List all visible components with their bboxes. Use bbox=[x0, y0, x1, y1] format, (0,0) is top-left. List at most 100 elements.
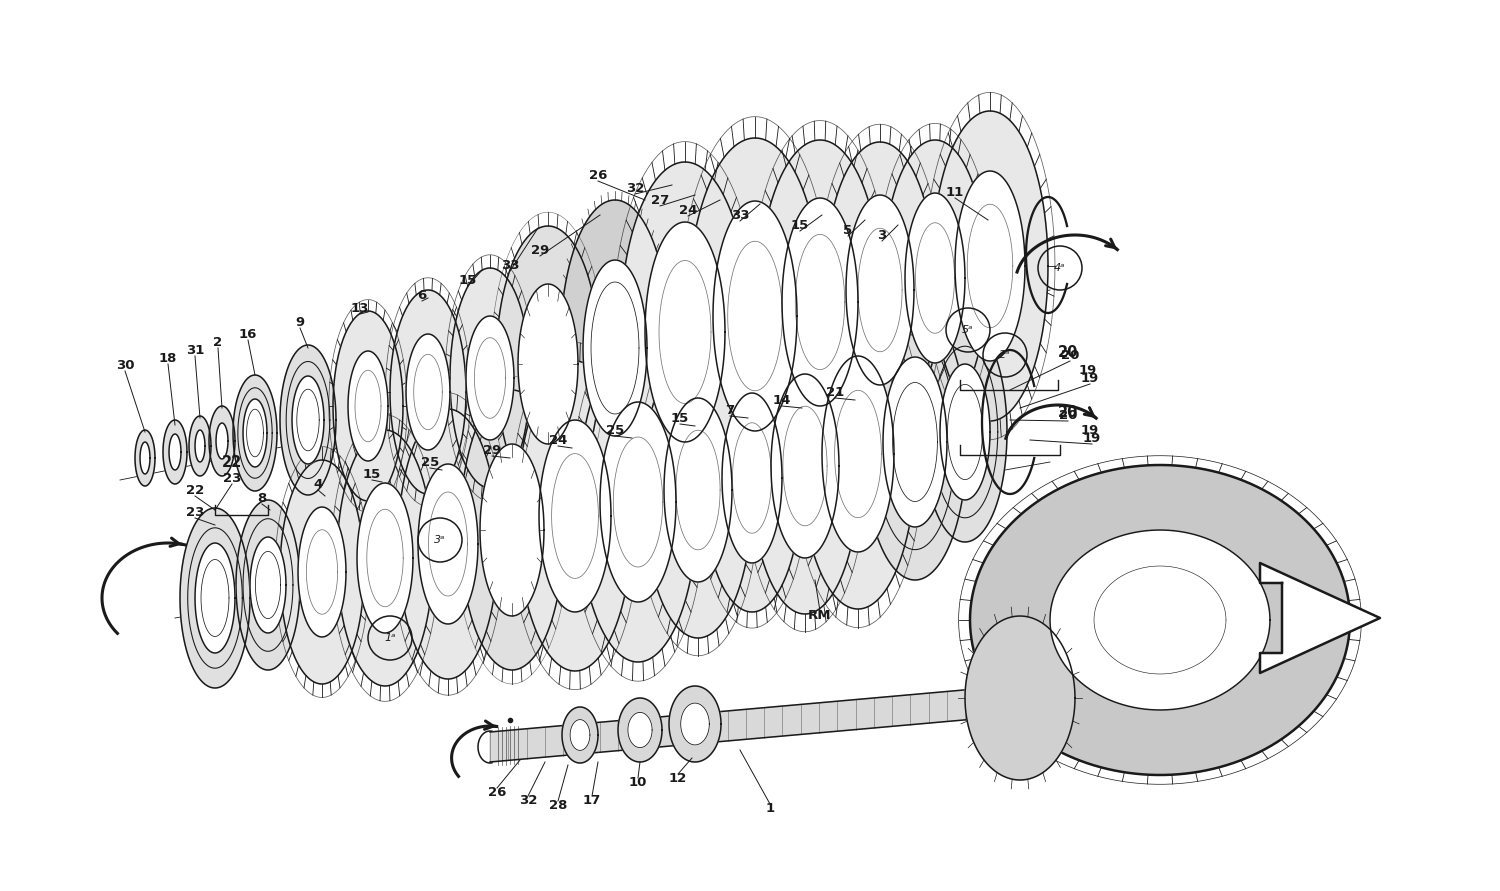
Text: 4: 4 bbox=[314, 478, 322, 491]
Polygon shape bbox=[782, 198, 858, 406]
Text: 20: 20 bbox=[1060, 348, 1078, 362]
Text: 17: 17 bbox=[584, 794, 602, 806]
Text: 32: 32 bbox=[519, 794, 537, 806]
Polygon shape bbox=[419, 464, 478, 624]
Text: 3: 3 bbox=[878, 228, 886, 241]
Polygon shape bbox=[722, 393, 782, 563]
Polygon shape bbox=[618, 698, 662, 762]
Polygon shape bbox=[280, 345, 336, 495]
Polygon shape bbox=[628, 713, 652, 748]
Polygon shape bbox=[195, 543, 236, 653]
Text: 13: 13 bbox=[351, 301, 369, 315]
Text: 26: 26 bbox=[488, 786, 506, 798]
Polygon shape bbox=[135, 430, 154, 486]
Text: 28: 28 bbox=[549, 798, 567, 812]
Polygon shape bbox=[822, 356, 894, 552]
Text: 7: 7 bbox=[726, 404, 735, 416]
Text: 21: 21 bbox=[827, 386, 844, 398]
Text: 23: 23 bbox=[224, 471, 242, 485]
Polygon shape bbox=[687, 138, 824, 494]
Text: 1: 1 bbox=[765, 802, 774, 814]
Text: 15: 15 bbox=[363, 468, 381, 480]
Text: 19: 19 bbox=[1082, 372, 1100, 385]
Polygon shape bbox=[600, 402, 676, 602]
Text: 9: 9 bbox=[296, 315, 304, 329]
Polygon shape bbox=[846, 195, 914, 385]
Polygon shape bbox=[681, 703, 710, 745]
Polygon shape bbox=[664, 398, 732, 582]
Polygon shape bbox=[189, 416, 211, 476]
Polygon shape bbox=[956, 171, 1024, 361]
Text: 25: 25 bbox=[422, 455, 440, 469]
Polygon shape bbox=[251, 537, 286, 633]
Text: 19: 19 bbox=[1083, 431, 1101, 445]
Text: 1ᵃ: 1ᵃ bbox=[384, 633, 396, 643]
Polygon shape bbox=[480, 444, 544, 616]
Polygon shape bbox=[970, 465, 1350, 775]
Polygon shape bbox=[518, 361, 633, 671]
Text: 30: 30 bbox=[116, 358, 135, 372]
Text: 29: 29 bbox=[483, 444, 501, 456]
Text: 3ᵃ: 3ᵃ bbox=[435, 535, 445, 545]
Polygon shape bbox=[236, 500, 300, 670]
Text: 33: 33 bbox=[730, 208, 748, 222]
Text: 23: 23 bbox=[186, 505, 204, 519]
Polygon shape bbox=[164, 420, 188, 484]
Polygon shape bbox=[884, 140, 987, 416]
Polygon shape bbox=[620, 162, 750, 502]
Polygon shape bbox=[338, 430, 433, 686]
Text: RM: RM bbox=[808, 609, 831, 622]
Text: 5: 5 bbox=[843, 224, 852, 236]
Polygon shape bbox=[800, 299, 916, 609]
Polygon shape bbox=[644, 342, 753, 638]
Text: 22: 22 bbox=[222, 454, 242, 470]
Polygon shape bbox=[964, 616, 1076, 780]
Polygon shape bbox=[771, 374, 838, 558]
Text: 24: 24 bbox=[680, 203, 698, 217]
Polygon shape bbox=[940, 364, 990, 500]
Text: 26: 26 bbox=[590, 168, 608, 182]
Polygon shape bbox=[824, 142, 936, 438]
Polygon shape bbox=[496, 226, 600, 502]
Polygon shape bbox=[884, 357, 946, 527]
Polygon shape bbox=[466, 316, 514, 440]
Text: 31: 31 bbox=[186, 344, 204, 356]
Text: 2: 2 bbox=[213, 336, 222, 348]
Polygon shape bbox=[333, 311, 404, 501]
Polygon shape bbox=[758, 140, 882, 464]
Text: 20: 20 bbox=[1058, 345, 1078, 359]
Polygon shape bbox=[450, 268, 530, 488]
Polygon shape bbox=[460, 390, 564, 670]
Polygon shape bbox=[292, 376, 324, 464]
Polygon shape bbox=[932, 111, 1048, 421]
Text: 19: 19 bbox=[1078, 364, 1096, 377]
Text: 18: 18 bbox=[159, 352, 177, 364]
Text: 14: 14 bbox=[772, 394, 790, 406]
Polygon shape bbox=[862, 304, 968, 580]
Text: 22: 22 bbox=[186, 484, 204, 496]
Polygon shape bbox=[702, 344, 802, 612]
Polygon shape bbox=[584, 260, 646, 436]
Polygon shape bbox=[904, 193, 964, 363]
Text: 20: 20 bbox=[1058, 405, 1078, 420]
Polygon shape bbox=[712, 201, 797, 431]
Text: 15: 15 bbox=[790, 218, 808, 232]
Polygon shape bbox=[195, 430, 206, 462]
Polygon shape bbox=[243, 399, 267, 467]
Polygon shape bbox=[390, 290, 466, 494]
Text: 10: 10 bbox=[628, 775, 646, 789]
Text: 8: 8 bbox=[258, 492, 267, 504]
Polygon shape bbox=[180, 508, 250, 688]
Polygon shape bbox=[518, 284, 578, 444]
Polygon shape bbox=[140, 442, 150, 474]
Polygon shape bbox=[578, 342, 698, 662]
Polygon shape bbox=[280, 460, 364, 684]
Text: 24: 24 bbox=[549, 434, 567, 446]
Polygon shape bbox=[1260, 563, 1380, 673]
Polygon shape bbox=[1050, 530, 1270, 710]
Polygon shape bbox=[348, 351, 388, 461]
Polygon shape bbox=[669, 686, 722, 762]
Polygon shape bbox=[398, 409, 498, 679]
Polygon shape bbox=[216, 423, 228, 459]
Polygon shape bbox=[170, 434, 182, 470]
